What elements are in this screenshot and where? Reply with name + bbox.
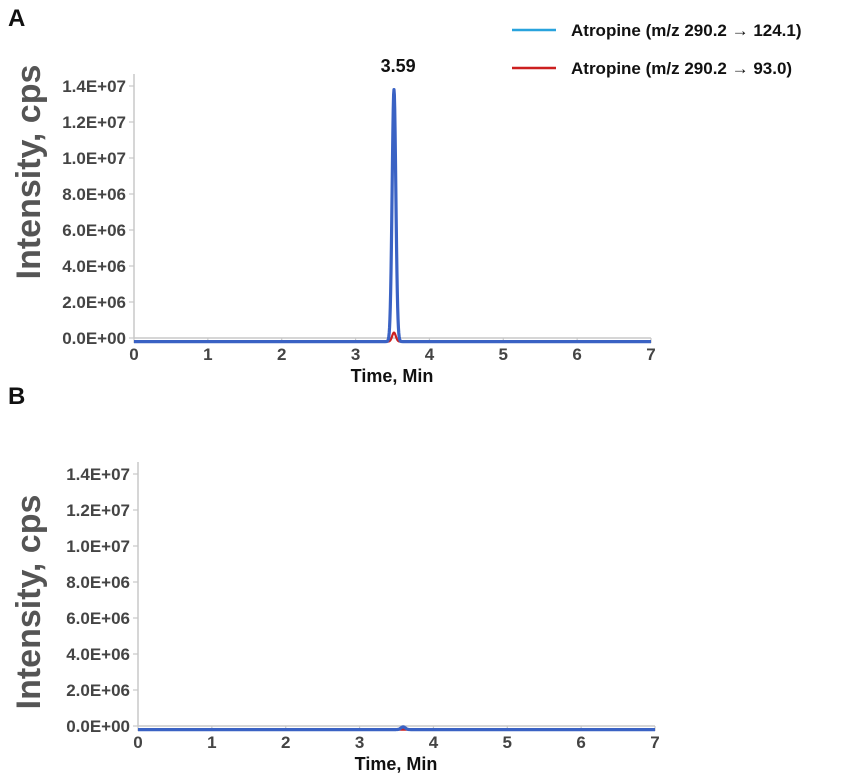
- panel-a-trace-1: [132, 87, 653, 344]
- panel-b-y-tick-label: 2.0E+06: [66, 681, 130, 700]
- panel-b-y-tick-label: 4.0E+06: [66, 645, 130, 664]
- panel-a-y-tick-label: 6.0E+06: [62, 221, 126, 240]
- panel-a-y-tick-label: 1.2E+07: [62, 113, 126, 132]
- panel-b-y-tick-label: 8.0E+06: [66, 573, 130, 592]
- panel-a-x-tick-label: 4: [425, 345, 435, 364]
- panel-a-y-ticks: 0.0E+00 2.0E+06 4.0E+06 6.0E+06 8.0E+06 1.0E+…: [62, 77, 134, 348]
- panel-a: A Intensity, cps Time, Min 0.0E+00 2.0E+0…: [8, 5, 656, 386]
- panel-b-y-tick-label: 1.2E+07: [66, 501, 130, 520]
- panel-a-y-axis-title: Intensity, cps: [10, 65, 48, 280]
- panel-b-x-tick-label: 3: [355, 733, 364, 752]
- panel-a-y-tick-label: 0.0E+00: [62, 329, 126, 348]
- legend: Atropine (m/z 290.2 → 124.1) Atropine (m…: [512, 21, 802, 78]
- panel-a-x-axis-title: Time, Min: [351, 366, 434, 386]
- panel-a-x-tick-label: 2: [277, 345, 286, 364]
- panel-b-x-tick-label: 2: [281, 733, 290, 752]
- panel-a-y-tick-label: 4.0E+06: [62, 257, 126, 276]
- panel-a-x-tick-label: 5: [499, 345, 508, 364]
- panel-b-y-tick-label: 1.0E+07: [66, 537, 130, 556]
- panel-b-y-tick-label: 0.0E+00: [66, 717, 130, 736]
- panel-b-x-axis-title: Time, Min: [355, 754, 438, 774]
- panel-a-label: A: [8, 5, 25, 32]
- panel-b-x-tick-label: 7: [650, 733, 659, 752]
- panel-a-x-tick-label: 6: [572, 345, 581, 364]
- panel-b-trace-1: [136, 725, 657, 732]
- panel-a-y-tick-label: 8.0E+06: [62, 185, 126, 204]
- panel-b-label: B: [8, 383, 25, 410]
- panel-b-x-tick-label: 0: [133, 733, 142, 752]
- panel-b-y-tick-label: 6.0E+06: [66, 609, 130, 628]
- panel-a-y-tick-label: 1.0E+07: [62, 149, 126, 168]
- panel-b: B Intensity, cps Time, Min 0.0E+00 2.0E+0…: [8, 383, 660, 774]
- panel-a-annotations: 3.59: [381, 56, 416, 76]
- legend-label-transition-2: Atropine (m/z 290.2 → 93.0): [571, 59, 792, 78]
- panel-b-x-tick-label: 4: [429, 733, 439, 752]
- panel-a-x-tick-label: 0: [129, 345, 138, 364]
- panel-a-peak-annotation: 3.59: [381, 56, 416, 76]
- panel-b-x-tick-label: 1: [207, 733, 216, 752]
- panel-a-x-tick-label: 3: [351, 345, 360, 364]
- panel-a-y-tick-label: 2.0E+06: [62, 293, 126, 312]
- panel-b-y-axis-title: Intensity, cps: [10, 495, 48, 710]
- panel-b-x-tick-label: 6: [576, 733, 585, 752]
- panel-a-y-tick-label: 1.4E+07: [62, 77, 126, 96]
- panel-a-series: [132, 87, 653, 344]
- panel-a-x-tick-label: 7: [646, 345, 655, 364]
- panel-b-y-ticks: 0.0E+00 2.0E+06 4.0E+06 6.0E+06 8.0E+06 1.0E+…: [66, 465, 138, 736]
- panel-b-series: [136, 725, 657, 732]
- panel-b-x-tick-label: 5: [503, 733, 512, 752]
- panel-a-x-tick-label: 1: [203, 345, 212, 364]
- panel-b-y-tick-label: 1.4E+07: [66, 465, 130, 484]
- legend-label-transition-1: Atropine (m/z 290.2 → 124.1): [571, 21, 802, 40]
